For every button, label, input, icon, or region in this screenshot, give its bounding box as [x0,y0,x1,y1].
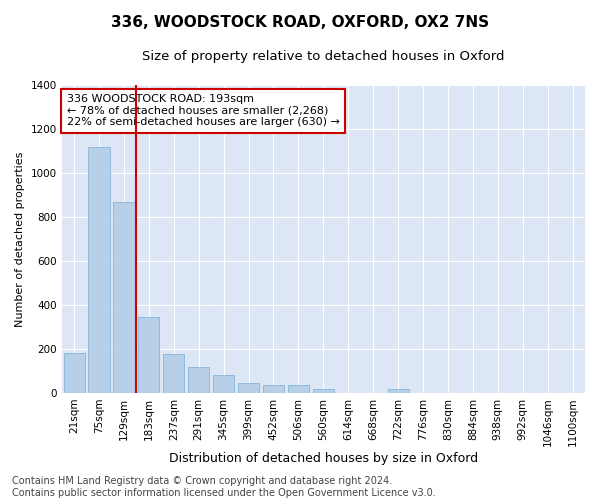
Bar [213,376,234,393]
Bar [263,386,284,393]
Bar [88,146,110,393]
Bar [238,383,259,393]
Bar [113,202,134,393]
Bar [188,366,209,393]
Bar [163,354,184,393]
Y-axis label: Number of detached properties: Number of detached properties [15,152,25,326]
Text: Contains HM Land Registry data © Crown copyright and database right 2024.
Contai: Contains HM Land Registry data © Crown c… [12,476,436,498]
Bar [64,354,85,393]
Bar [313,388,334,393]
Bar [388,388,409,393]
Text: 336, WOODSTOCK ROAD, OXFORD, OX2 7NS: 336, WOODSTOCK ROAD, OXFORD, OX2 7NS [111,15,489,30]
Title: Size of property relative to detached houses in Oxford: Size of property relative to detached ho… [142,50,505,63]
X-axis label: Distribution of detached houses by size in Oxford: Distribution of detached houses by size … [169,452,478,465]
Bar [138,317,160,393]
Bar [288,386,309,393]
Text: 336 WOODSTOCK ROAD: 193sqm
← 78% of detached houses are smaller (2,268)
22% of s: 336 WOODSTOCK ROAD: 193sqm ← 78% of deta… [67,94,340,128]
